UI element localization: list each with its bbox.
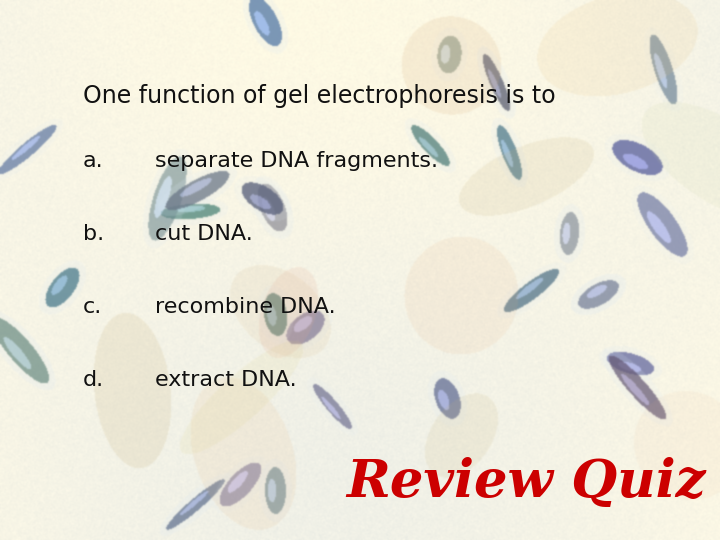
Text: separate DNA fragments.: separate DNA fragments.	[155, 151, 438, 171]
Text: d.: d.	[83, 370, 104, 390]
Text: recombine DNA.: recombine DNA.	[155, 297, 336, 317]
Text: cut DNA.: cut DNA.	[155, 224, 253, 244]
Text: Review Quiz: Review Quiz	[346, 457, 706, 508]
Text: a.: a.	[83, 151, 104, 171]
Text: c.: c.	[83, 297, 102, 317]
Text: b.: b.	[83, 224, 104, 244]
Text: One function of gel electrophoresis is to: One function of gel electrophoresis is t…	[83, 84, 555, 107]
Text: extract DNA.: extract DNA.	[155, 370, 297, 390]
